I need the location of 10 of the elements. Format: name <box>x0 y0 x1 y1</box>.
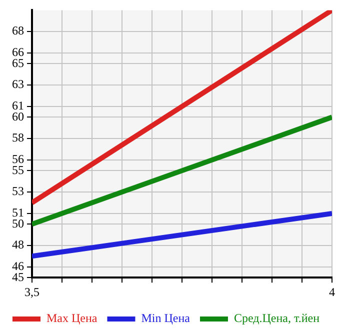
legend-label: Min Цена <box>141 311 191 326</box>
legend-label: Max Цена <box>46 311 98 326</box>
legend-label: Сред.Цена, т.йен <box>234 311 320 326</box>
x-tick-label: 4 <box>329 284 335 299</box>
x-tick-label: 3,5 <box>24 284 40 299</box>
y-tick-label: 48 <box>12 238 24 252</box>
y-tick-label: 68 <box>12 24 24 38</box>
y-tick-label: 63 <box>12 77 24 92</box>
y-tick-label: 53 <box>12 184 24 198</box>
y-tick-label: 58 <box>12 130 24 145</box>
